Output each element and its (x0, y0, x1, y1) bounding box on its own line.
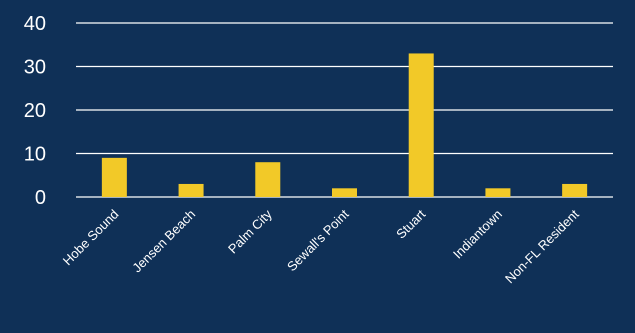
y-tick-label: 30 (24, 57, 46, 79)
grid-layer (76, 22, 613, 198)
x-tick-label: Hobe Sound (60, 207, 122, 269)
bar-jensen-beach (178, 183, 204, 197)
y-tick-label: 0 (35, 187, 46, 209)
x-axis-ticks: Hobe Sound Jensen Beach Palm City Sewall's … (60, 206, 582, 286)
bar-palm-city (255, 162, 281, 197)
y-axis-ticks: 0 10 20 30 40 (24, 13, 46, 209)
x-tick-label: Sewall's Point (284, 206, 352, 274)
bar-stuart (408, 53, 434, 198)
y-tick-label: 20 (24, 100, 46, 122)
x-tick-label: Indiantown (450, 207, 505, 262)
bar-indiantown (485, 188, 511, 197)
bar-non-fl-resident (562, 183, 588, 197)
x-tick-label: Jensen Beach (129, 207, 198, 276)
x-tick-label: Stuart (393, 206, 428, 241)
x-tick-label: Non-FL Resident (502, 206, 582, 286)
x-tick-label: Palm City (225, 206, 275, 256)
bar-sewall-s-point (332, 188, 357, 197)
y-tick-label: 10 (24, 144, 46, 166)
bar-hobe-sound (101, 157, 127, 197)
bar-layer (101, 53, 588, 198)
y-tick-label: 40 (24, 13, 46, 35)
